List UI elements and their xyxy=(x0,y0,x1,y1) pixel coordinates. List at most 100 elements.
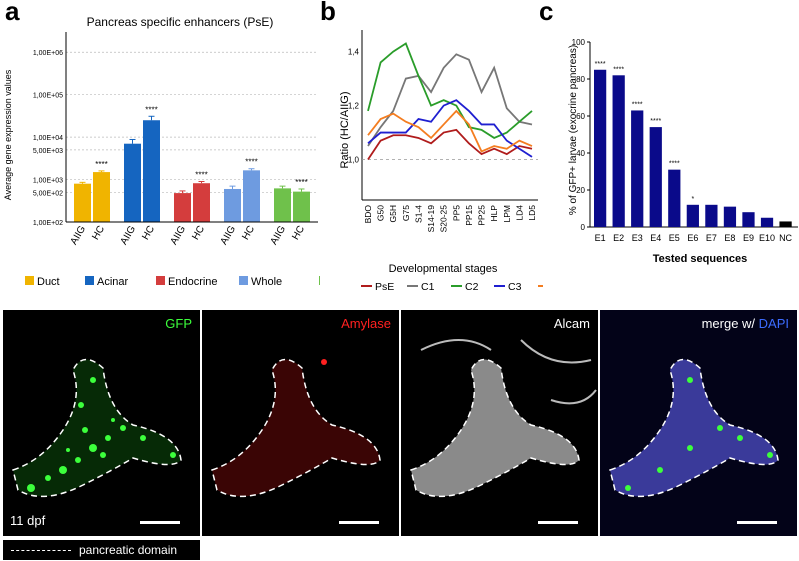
micrograph-amylase-image xyxy=(211,358,381,498)
chart-b-ylabel: Ratio (HC/AIIG) xyxy=(339,91,351,168)
micrograph-merge-image xyxy=(600,310,797,536)
x-tick-label: AIIG xyxy=(169,224,189,247)
bar xyxy=(612,75,625,227)
legend-label: C1 xyxy=(421,281,435,293)
x-tick-label: E7 xyxy=(706,233,717,243)
panel-letter-a: a xyxy=(5,0,20,26)
y-tick-label: 0 xyxy=(581,223,586,232)
series-line xyxy=(367,128,533,161)
x-tick-label: LD4 xyxy=(514,205,524,221)
x-tick-label: G50 xyxy=(376,205,386,221)
x-tick-label: PP5 xyxy=(451,205,461,221)
legend-swatch xyxy=(156,276,165,285)
chart-a-title: Pancreas specific enhancers (PsE) xyxy=(87,15,274,29)
series-line xyxy=(367,53,533,147)
x-tick-label: PP15 xyxy=(464,205,474,226)
significance-label: **** xyxy=(650,118,661,125)
x-tick-label: S14-19 xyxy=(426,205,436,233)
x-tick-label: E8 xyxy=(724,233,735,243)
significance-label: **** xyxy=(613,66,624,73)
y-tick-label: 1,00E+03 xyxy=(33,178,63,185)
legend-label: Duct xyxy=(37,276,60,288)
legend-label: C2 xyxy=(465,281,479,293)
bar xyxy=(243,170,260,222)
y-tick-label: 1,2 xyxy=(348,102,360,111)
merge-label-text: merge w/ xyxy=(701,316,759,331)
chart-b-xlabel: Developmental stages xyxy=(389,263,498,275)
scale-bar xyxy=(737,521,777,524)
x-tick-label: E4 xyxy=(650,233,661,243)
legend-label: Acinar xyxy=(97,276,129,288)
panel-letter-b: b xyxy=(320,0,336,26)
x-tick-label: AIIG xyxy=(69,224,89,247)
x-tick-label: LD5 xyxy=(527,205,537,221)
bar xyxy=(293,191,310,222)
legend-swatch xyxy=(239,276,248,285)
x-tick-label: HLP xyxy=(489,205,499,222)
x-tick-label: G5H xyxy=(388,205,398,222)
y-tick-label: 20 xyxy=(576,186,585,195)
y-tick-label: 40 xyxy=(576,149,585,158)
significance-label: **** xyxy=(245,158,257,167)
bar xyxy=(93,172,110,222)
scale-bar xyxy=(538,521,578,524)
series-line xyxy=(367,42,533,139)
x-tick-label: HC xyxy=(140,224,157,242)
bar xyxy=(779,221,792,227)
series-line xyxy=(367,109,533,153)
bar xyxy=(705,204,718,227)
domain-legend: pancreatic domain xyxy=(3,540,200,560)
chart-c-gfp: % of GFP+ larvae (exocrine pancreas) Tes… xyxy=(568,38,798,265)
channel-label-amylase: Amylase xyxy=(341,316,391,331)
dapi-label: DAPI xyxy=(758,316,789,331)
stage-label: 11 dpf xyxy=(10,513,46,528)
chart-a-ylabel: Average gene expression values xyxy=(3,69,13,200)
y-tick-label: 1,4 xyxy=(348,48,360,57)
micrograph-alcam: Alcam xyxy=(401,310,598,536)
bar xyxy=(631,110,644,227)
y-tick-label: 60 xyxy=(576,112,585,121)
significance-label: **** xyxy=(632,101,643,108)
x-tick-label: E6 xyxy=(687,233,698,243)
bar xyxy=(723,206,737,227)
x-tick-label: PP25 xyxy=(477,205,487,226)
bar xyxy=(594,69,607,227)
x-tick-label: E9 xyxy=(743,233,754,243)
bar xyxy=(742,212,755,227)
bar xyxy=(74,183,91,222)
legend-label: PsE xyxy=(375,281,394,293)
bar xyxy=(224,188,241,222)
y-tick-label: 1,00E+06 xyxy=(33,50,63,57)
bar xyxy=(649,127,662,227)
x-tick-label: E3 xyxy=(632,233,643,243)
y-tick-label: 1,0 xyxy=(348,156,360,165)
y-tick-label: 1,00E+02 xyxy=(33,220,63,227)
x-tick-label: HC xyxy=(290,224,307,242)
chart-c-xlabel: Tested sequences xyxy=(653,253,748,265)
x-tick-label: NC xyxy=(779,233,792,243)
bar xyxy=(760,217,774,227)
bar xyxy=(124,143,141,222)
bar xyxy=(174,193,191,222)
series-line xyxy=(367,99,533,158)
scale-bar xyxy=(339,521,379,524)
legend-swatch xyxy=(25,276,34,285)
micrograph-gfp-image xyxy=(12,358,182,498)
x-tick-label: HC xyxy=(240,224,257,242)
significance-label: **** xyxy=(195,171,207,180)
chart-a-expression: Pancreas specific enhancers (PsE) Averag… xyxy=(3,15,320,288)
x-tick-label: LPM xyxy=(502,205,512,222)
chart-b-ratio: Ratio (HC/AIIG) Developmental stages 1,0… xyxy=(339,30,543,293)
legend-label: Endocrine xyxy=(168,276,218,288)
bar xyxy=(668,169,681,227)
x-tick-label: HC xyxy=(190,224,207,242)
x-tick-label: E5 xyxy=(669,233,680,243)
x-tick-label: AIIG xyxy=(219,224,239,247)
dashed-line-swatch xyxy=(11,549,71,551)
y-tick-label: 80 xyxy=(576,75,585,84)
legend-label: Whole xyxy=(251,276,282,288)
significance-label: * xyxy=(691,196,694,203)
x-tick-label: BDO xyxy=(363,205,373,224)
bar xyxy=(686,204,699,227)
x-tick-label: S1-4 xyxy=(413,205,423,223)
